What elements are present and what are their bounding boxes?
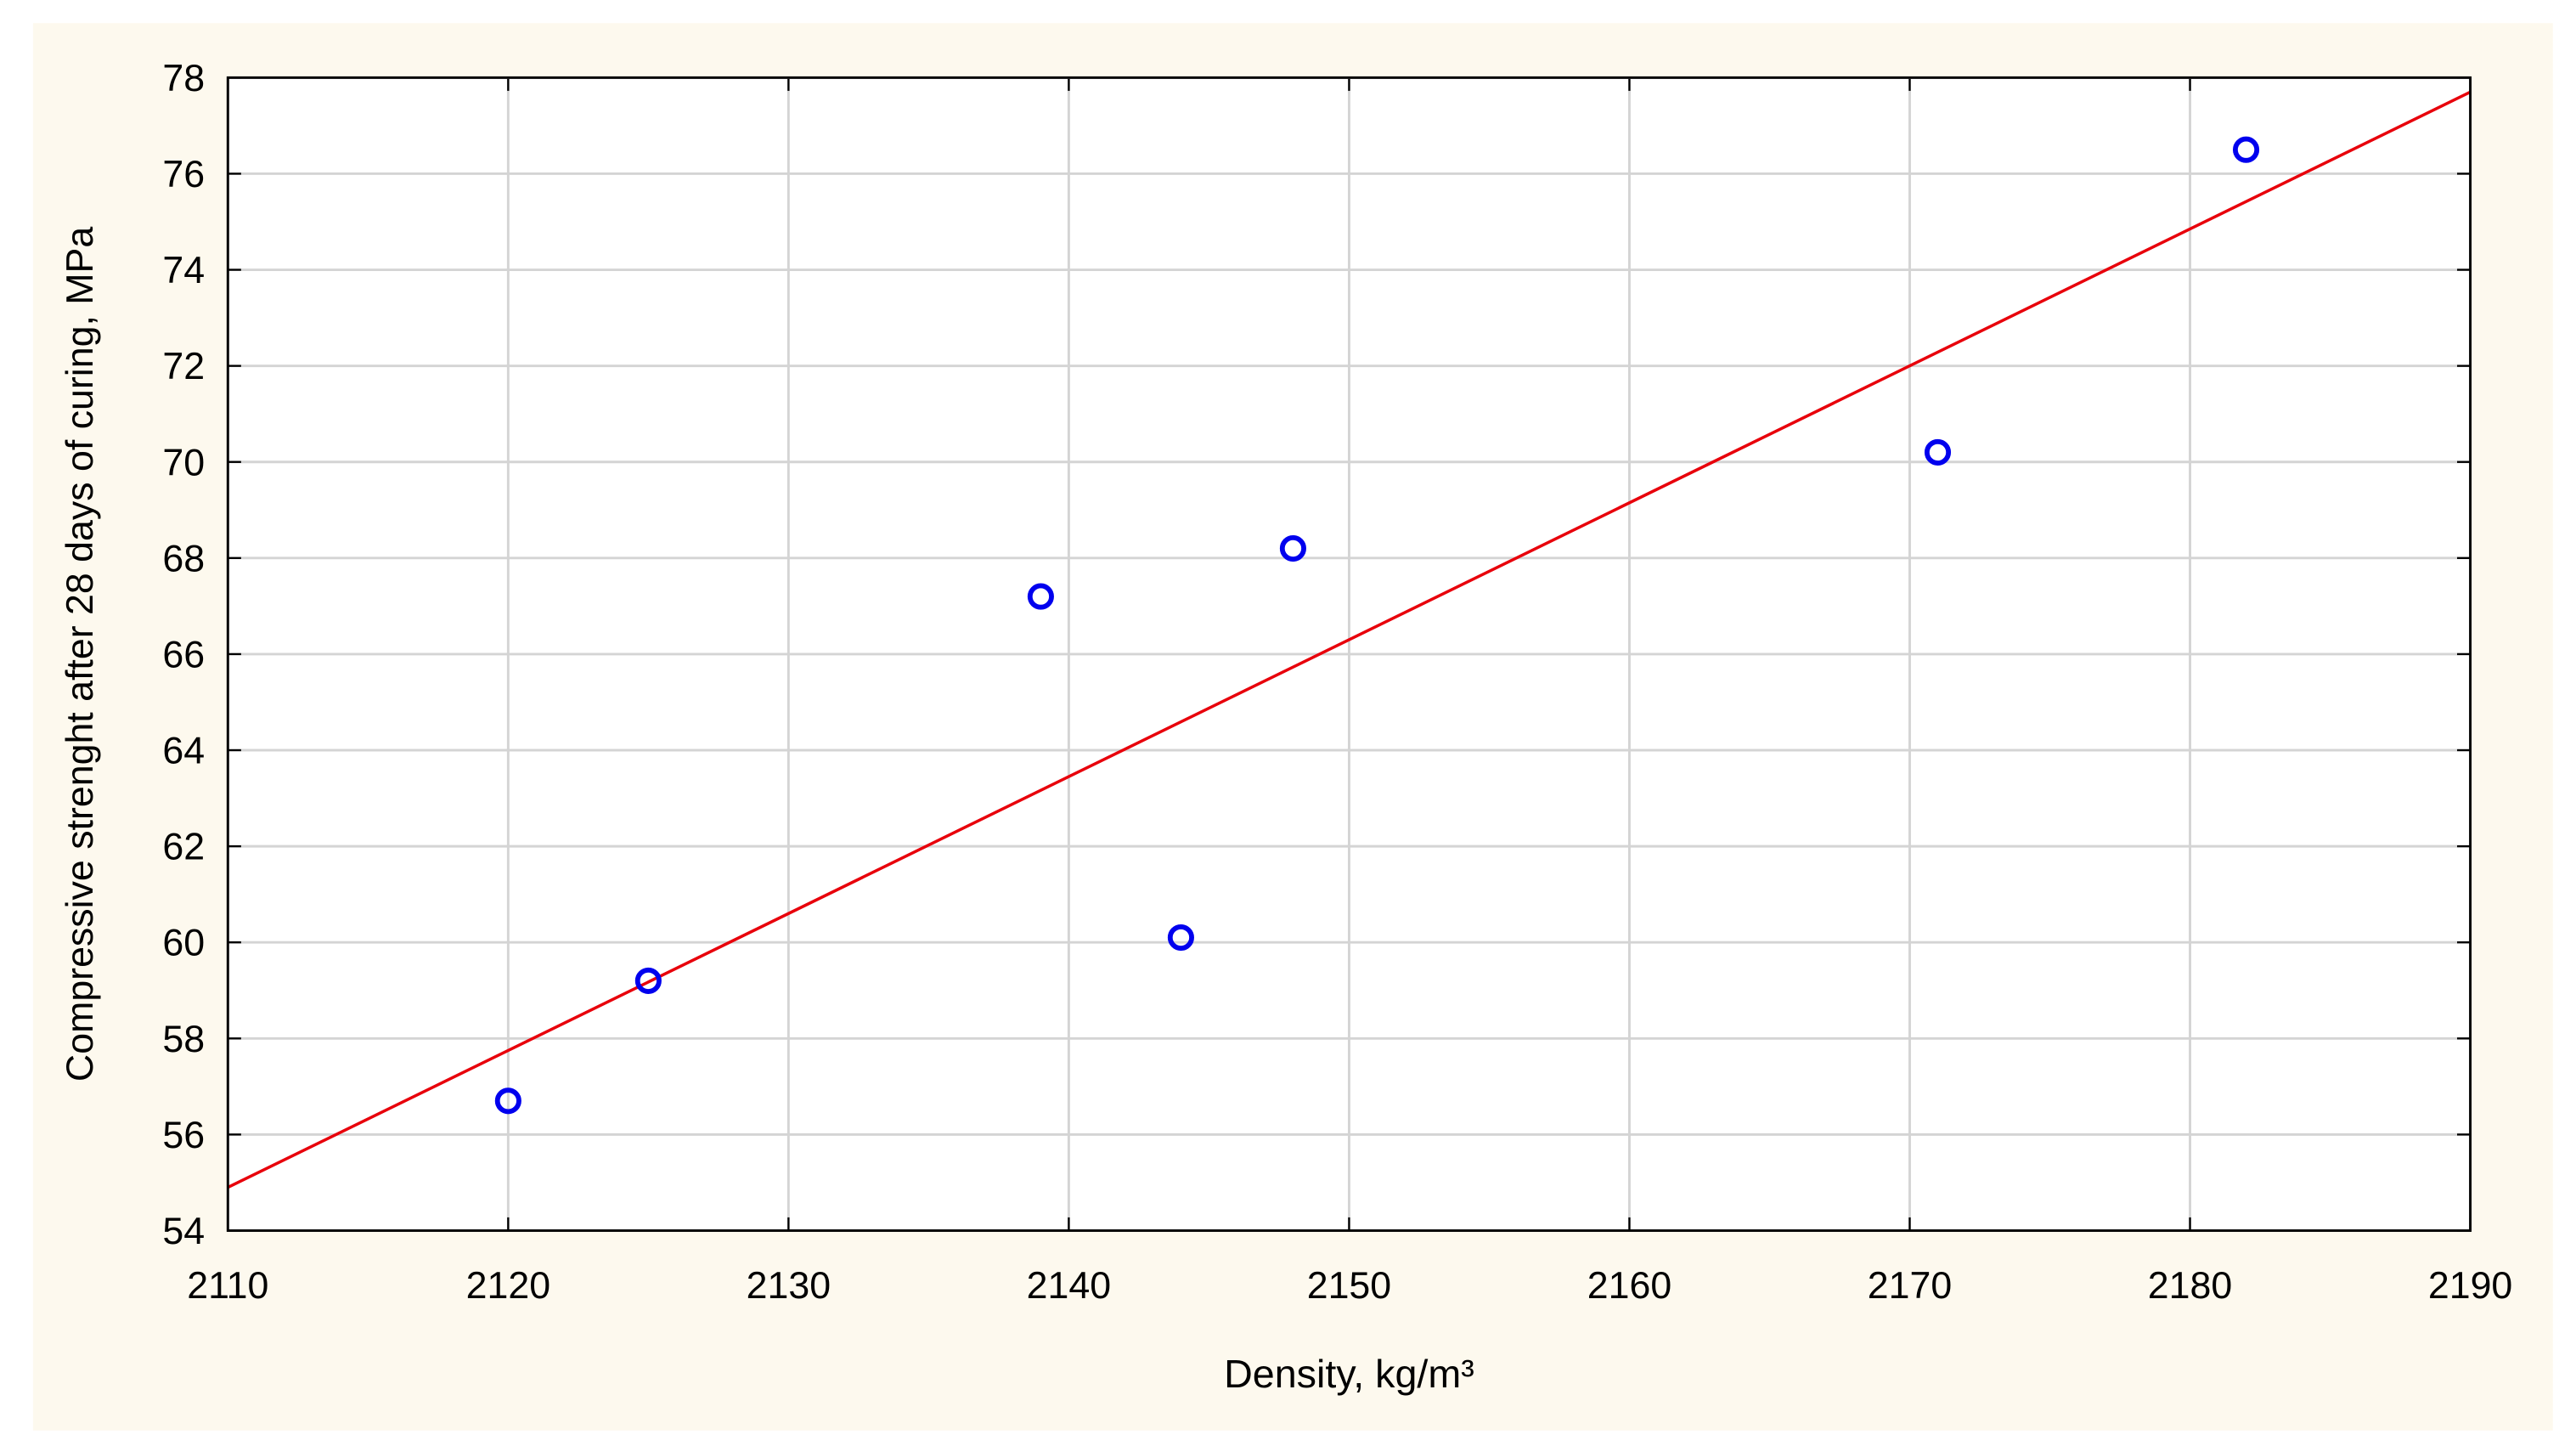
x-axis-label: Density, kg/m³ [1224, 1352, 1474, 1396]
y-tick-label: 74 [162, 250, 205, 291]
y-tick-label: 72 [162, 346, 205, 387]
y-tick-label: 66 [162, 634, 205, 675]
fit-line [227, 90, 2472, 1189]
x-tick-label: 2150 [1307, 1265, 1391, 1307]
x-tick-label: 2110 [187, 1265, 268, 1307]
y-tick-label: 62 [162, 827, 205, 868]
data-point [1167, 924, 1194, 952]
data-point [2232, 136, 2260, 163]
x-tick-label: 2160 [1587, 1265, 1671, 1307]
x-tick-label: 2120 [466, 1265, 550, 1307]
y-tick-label: 64 [162, 731, 205, 772]
y-tick-label: 76 [162, 154, 205, 195]
x-tick-label: 2140 [1027, 1265, 1111, 1307]
data-point [1924, 438, 1952, 466]
plot-frame [226, 76, 2472, 1232]
data-point [494, 1087, 521, 1115]
data-point [634, 967, 662, 994]
y-tick-label: 68 [162, 538, 205, 579]
x-tick-label: 2180 [2148, 1265, 2232, 1307]
marks [227, 90, 2472, 1189]
y-tick-label: 60 [162, 923, 205, 964]
y-tick-label: 56 [162, 1115, 205, 1156]
y-axis-label: Compressive strenght after 28 days of cu… [59, 227, 101, 1082]
data-point [1027, 583, 1054, 610]
data-point [1279, 534, 1306, 562]
y-tick-label: 78 [162, 58, 205, 99]
x-tick-label: 2130 [747, 1265, 831, 1307]
y-tick-label: 70 [162, 442, 205, 483]
y-tick-label: 58 [162, 1019, 205, 1060]
x-tick-label: 2170 [1868, 1265, 1952, 1307]
y-tick-label: 54 [162, 1211, 205, 1252]
x-tick-label: 2190 [2428, 1265, 2512, 1307]
